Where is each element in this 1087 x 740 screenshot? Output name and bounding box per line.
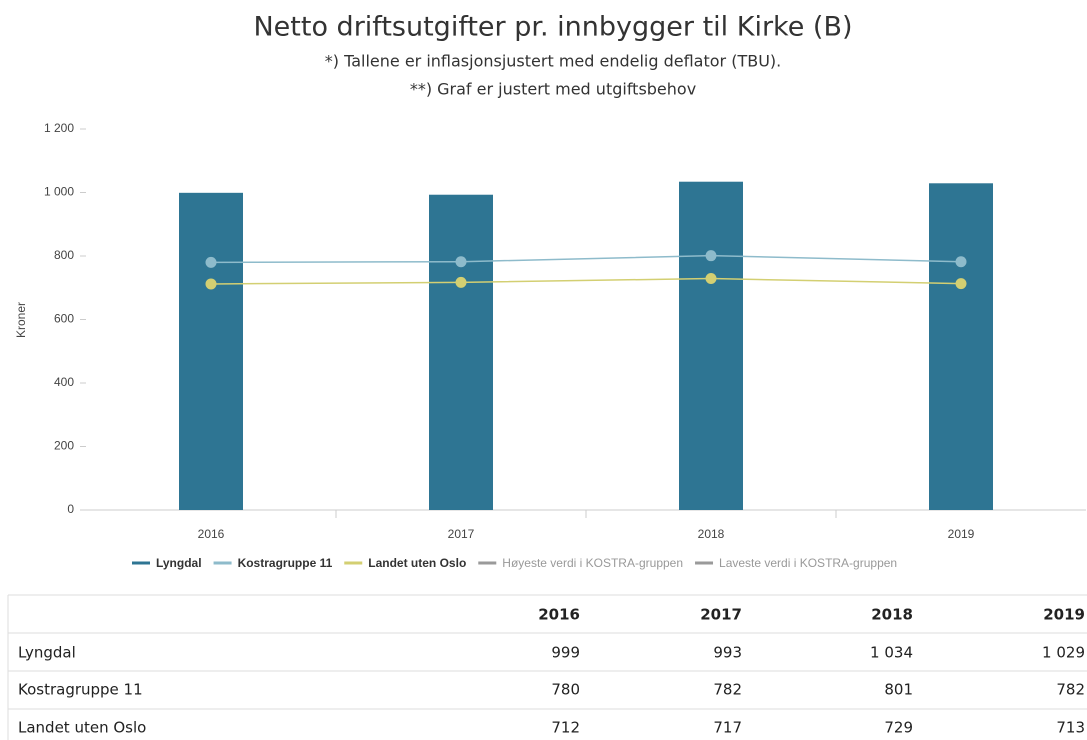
table-cell: 712 (551, 719, 580, 737)
table-cell: 713 (1056, 719, 1085, 737)
legend-label: Lyngdal (156, 556, 202, 570)
table-cell: 1 034 (870, 644, 913, 662)
bar (679, 181, 743, 510)
chart-title: Netto driftsutgifter pr. innbygger til K… (253, 12, 852, 43)
y-axis-label: Kroner (14, 302, 28, 338)
point (705, 273, 717, 285)
table-header: 2019 (1043, 606, 1085, 624)
bar (929, 183, 993, 511)
point (955, 256, 967, 268)
point (205, 278, 217, 290)
x-tick-label: 2016 (198, 527, 225, 541)
table-cell: 782 (713, 681, 742, 699)
x-tick-label: 2017 (448, 527, 475, 541)
legend-label: Høyeste verdi i KOSTRA-gruppen (502, 556, 683, 570)
table-cell: 1 029 (1042, 644, 1085, 662)
y-tick-label: 600 (54, 312, 74, 326)
table-cell: 780 (551, 681, 580, 699)
bar (179, 192, 243, 510)
legend-label: Kostragruppe 11 (238, 556, 333, 570)
chart-subtitle: **) Graf er justert med utgiftsbehov (410, 80, 696, 99)
y-tick-label: 400 (54, 375, 74, 389)
y-tick-label: 1 200 (44, 121, 74, 135)
legend-label: Laveste verdi i KOSTRA-gruppen (719, 556, 897, 570)
y-tick-label: 200 (54, 439, 74, 453)
y-tick-label: 0 (67, 502, 74, 516)
table-cell: 801 (884, 681, 913, 699)
table-row-label: Lyngdal (18, 644, 76, 662)
point (955, 278, 967, 290)
table-header: 2016 (538, 606, 580, 624)
bar (429, 194, 493, 510)
point (205, 256, 217, 268)
x-tick-label: 2019 (948, 527, 975, 541)
y-tick-label: 800 (54, 248, 74, 262)
point (455, 256, 467, 268)
table-row-label: Kostragruppe 11 (18, 681, 143, 699)
table-cell: 729 (884, 719, 913, 737)
point (705, 250, 717, 262)
legend-label: Landet uten Oslo (368, 556, 466, 570)
y-tick-label: 1 000 (44, 185, 74, 199)
line (210, 254, 962, 264)
table-header: 2017 (700, 606, 742, 624)
line (210, 277, 962, 285)
table-cell: 717 (713, 719, 742, 737)
x-tick-label: 2018 (698, 527, 725, 541)
table-cell: 993 (713, 644, 742, 662)
table-cell: 999 (551, 644, 580, 662)
table-header: 2018 (871, 606, 913, 624)
table-row-label: Landet uten Oslo (18, 719, 146, 737)
chart-subtitle: *) Tallene er inflasjonsjustert med ende… (325, 52, 782, 71)
table-cell: 782 (1056, 681, 1085, 699)
point (455, 276, 467, 288)
